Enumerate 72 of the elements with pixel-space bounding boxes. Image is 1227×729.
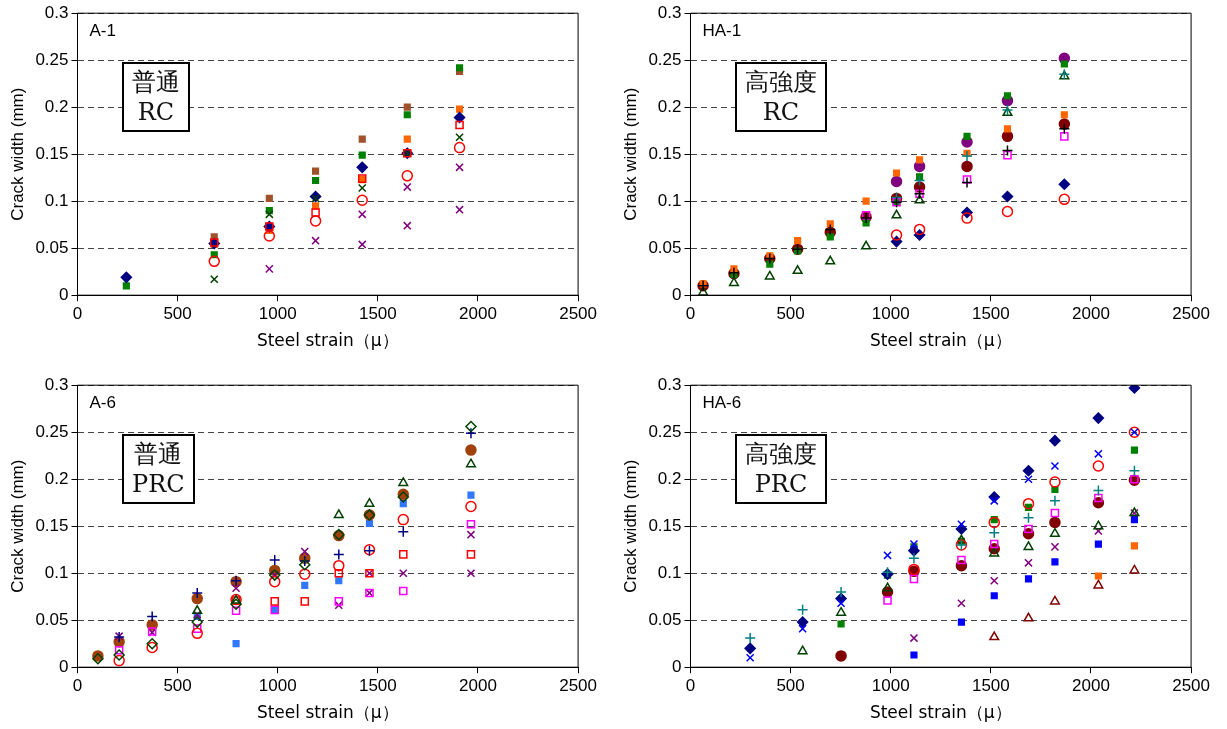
- y-tick-label: 0: [672, 284, 682, 304]
- y-tick-label: 0.25: [35, 49, 69, 69]
- annotation: 高強度: [745, 67, 817, 97]
- x-tick-label: 500: [163, 676, 192, 696]
- x-tick-label: 500: [776, 304, 805, 324]
- y-axis-title: Crack width (mm): [620, 87, 640, 221]
- y-tick-label: 0.2: [44, 96, 69, 116]
- x-tick-label: 2000: [459, 676, 497, 696]
- x-tick-label: 1000: [871, 676, 910, 696]
- y-tick-label: 0.25: [35, 421, 69, 441]
- y-axis-title: Crack width (mm): [620, 459, 640, 593]
- x-tick-label: 0: [72, 304, 83, 324]
- y-tick-label: 0: [672, 656, 682, 676]
- x-tick-label: 0: [72, 676, 83, 696]
- x-tick-label: 1500: [971, 676, 1010, 696]
- y-tick-label: 0.15: [648, 143, 682, 163]
- x-tick-label: 1000: [871, 304, 910, 324]
- y-tick-label: 0.3: [44, 2, 69, 22]
- y-tick-label: 0.2: [657, 468, 682, 488]
- y-tick-label: 0.1: [657, 190, 682, 210]
- x-tick-label: 2500: [1172, 676, 1210, 696]
- annotation: A-6: [89, 393, 116, 413]
- y-tick-label: 0.2: [657, 96, 682, 116]
- x-axis-title: Steel strain（μ）: [869, 702, 1012, 723]
- y-tick-label: 0: [59, 284, 69, 304]
- x-tick-label: 500: [163, 304, 192, 324]
- x-tick-label: 0: [685, 676, 696, 696]
- annotation: PRC: [132, 469, 185, 499]
- y-tick-label: 0.1: [44, 562, 69, 582]
- y-tick-label: 0.25: [648, 421, 682, 441]
- x-tick-label: 1500: [358, 304, 397, 324]
- x-tick-label: 1000: [258, 676, 297, 696]
- x-tick-label: 1000: [258, 304, 297, 324]
- annotation: RC: [761, 97, 801, 127]
- y-tick-label: 0.25: [648, 49, 682, 69]
- x-axis-title: Steel strain（μ）: [256, 702, 399, 723]
- annotation: HA-6: [702, 393, 742, 413]
- y-tick-label: 0.05: [648, 237, 682, 257]
- annotation: RC: [136, 97, 176, 127]
- x-tick-label: 2500: [1172, 304, 1210, 324]
- y-tick-label: 0.15: [35, 143, 69, 163]
- y-tick-label: 0.3: [657, 374, 682, 394]
- x-tick-label: 1500: [971, 304, 1010, 324]
- y-axis-title: Crack width (mm): [7, 459, 27, 593]
- x-tick-label: 2000: [1072, 676, 1110, 696]
- y-axis-title: Crack width (mm): [7, 87, 27, 221]
- x-tick-label: 500: [776, 676, 805, 696]
- y-tick-label: 0: [59, 656, 69, 676]
- x-tick-label: 2000: [1072, 304, 1110, 324]
- y-tick-label: 0.05: [648, 609, 682, 629]
- y-tick-label: 0.05: [35, 237, 69, 257]
- annotation: A-1: [89, 21, 116, 41]
- x-tick-label: 2000: [459, 304, 497, 324]
- x-axis-title: Steel strain（μ）: [256, 330, 399, 351]
- x-tick-label: 1500: [358, 676, 397, 696]
- x-tick-label: 2500: [559, 676, 597, 696]
- x-axis-title: Steel strain（μ）: [869, 330, 1012, 351]
- annotation: 普通: [132, 67, 180, 97]
- y-tick-label: 0.05: [35, 609, 69, 629]
- annotation: PRC: [753, 469, 809, 499]
- y-tick-label: 0.15: [648, 515, 682, 535]
- y-tick-label: 0.1: [657, 562, 682, 582]
- annotation: 普通: [133, 439, 184, 469]
- y-tick-label: 0.15: [35, 515, 69, 535]
- annotation: HA-1: [702, 21, 742, 41]
- y-tick-label: 0.3: [44, 374, 69, 394]
- x-tick-label: 2500: [559, 304, 597, 324]
- annotation: 高強度: [745, 439, 817, 469]
- y-tick-label: 0.3: [657, 2, 682, 22]
- x-tick-label: 0: [685, 304, 696, 324]
- y-tick-label: 0.2: [44, 468, 69, 488]
- y-tick-label: 0.1: [44, 190, 69, 210]
